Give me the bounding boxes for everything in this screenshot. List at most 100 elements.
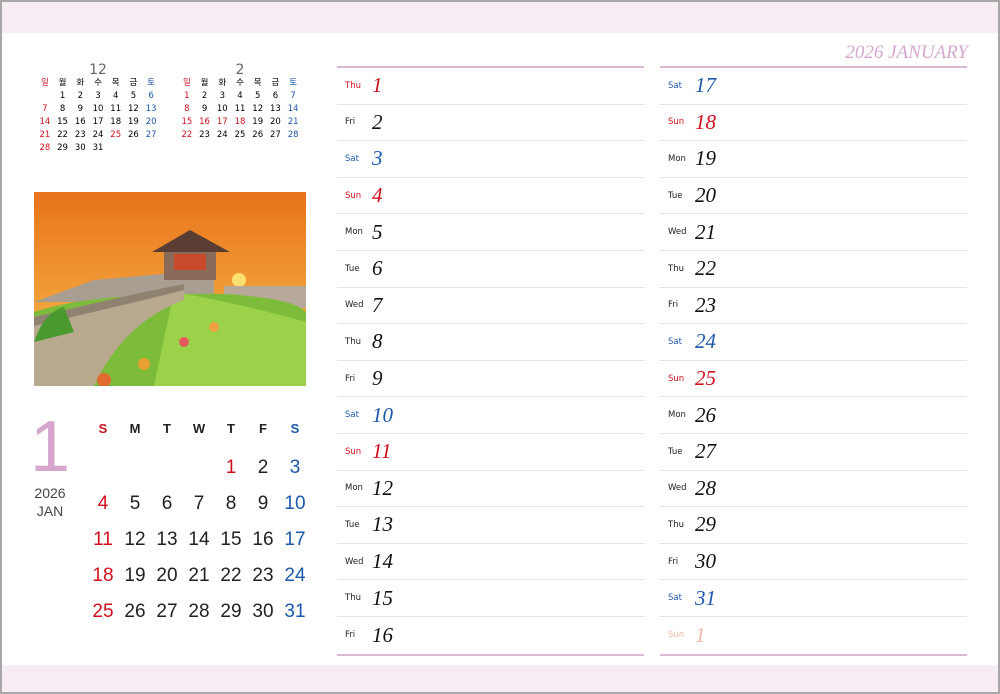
day-row: Sun 1: [660, 617, 967, 654]
calendar-day: 14: [287, 104, 299, 114]
day-number: 29: [695, 512, 716, 537]
year: 2026: [34, 485, 66, 501]
calendar-day: 5: [129, 493, 141, 514]
calendar-day: 28: [287, 130, 299, 140]
calendar-day: 6: [148, 91, 154, 101]
calendar-day: 5: [254, 91, 261, 101]
calendar-day: 13: [145, 104, 157, 114]
weekday-header: 목: [253, 78, 262, 88]
day-number: 24: [695, 329, 716, 354]
day-number: 14: [372, 549, 393, 574]
day-number: 26: [695, 402, 716, 427]
calendar-day: 2: [257, 457, 269, 478]
weekday-label: Fri: [345, 630, 356, 641]
day-row: Sat 17: [660, 68, 967, 105]
day-list-right: Sat 17 Sun 18 Mon 19 Tue 20 Wed 21 Thu 22 Fri 23 Sat 24…: [660, 66, 967, 656]
calendar-day: 13: [270, 104, 281, 114]
weekday-label: Tue: [668, 446, 683, 457]
day-number: 17: [695, 73, 716, 98]
mini-calendar-december: 12 일 월 화 수 목 금 토 1 2 3 4 5 6 7 8 9 10 11 12 13 14 15 16 17 18 19 2…: [36, 62, 160, 154]
calendar-day: 2: [201, 91, 208, 101]
weekday-label: Sat: [668, 80, 682, 91]
weekday-header: T: [163, 421, 171, 436]
day-row: Sat 24: [660, 324, 967, 361]
weekday-header: T: [227, 421, 235, 436]
day-row: Wed 21: [660, 214, 967, 251]
day-row: Wed 14: [337, 544, 644, 581]
mini-month-number: 2: [235, 62, 245, 78]
empty-cell: [119, 454, 151, 490]
day-row: Mon 19: [660, 141, 967, 178]
calendar-day: 8: [225, 493, 237, 514]
day-number: 6: [372, 256, 383, 281]
mini-month-number: 12: [89, 62, 107, 78]
weekday-header: 화: [76, 78, 85, 88]
weekday-header: 일: [182, 78, 191, 88]
weekday-header: 토: [289, 78, 298, 88]
calendar-day: 21: [188, 565, 210, 586]
day-number: 16: [372, 622, 393, 647]
weekday-label: Tue: [345, 519, 360, 530]
weekday-header: W: [192, 421, 206, 436]
weekday-label: Mon: [668, 153, 686, 164]
calendar-day: 3: [219, 91, 225, 101]
day-number: 27: [695, 439, 716, 464]
calendar-day: 27: [270, 130, 281, 140]
top-band: [2, 2, 998, 33]
day-row: Thu 29: [660, 507, 967, 544]
day-number: 9: [372, 366, 383, 391]
empty-cell: [87, 454, 119, 490]
day-number: 25: [695, 366, 716, 391]
day-number: 13: [372, 512, 393, 537]
calendar-day: 10: [216, 104, 228, 114]
calendar-day: 23: [74, 130, 86, 140]
calendar-day: 15: [181, 117, 193, 127]
calendar-day: 17: [284, 529, 306, 550]
weekday-label: Wed: [668, 483, 687, 494]
calendar-day: 16: [74, 117, 86, 127]
month-calendar-grid: S M T W T F S 1 2 3 4 5 6 7 8 9 10 11 12 13 14 15 16 17 18 19 20 21…: [87, 418, 311, 634]
day-number: 1: [695, 622, 706, 647]
calendar-day: 30: [252, 601, 274, 622]
day-row: Mon 26: [660, 397, 967, 434]
calendar-day: 10: [284, 493, 306, 514]
weekday-label: Mon: [345, 227, 363, 238]
day-number: 22: [695, 256, 716, 281]
weekday-header: S: [98, 421, 108, 436]
calendar-day: 17: [92, 117, 104, 127]
weekday-header: 월: [58, 78, 67, 88]
calendar-day: 26: [124, 601, 146, 622]
calendar-day: 26: [128, 130, 139, 140]
calendar-day: 11: [234, 104, 246, 114]
calendar-day: 30: [74, 143, 86, 153]
calendar-day: 1: [59, 91, 66, 101]
day-row: Tue 20: [660, 178, 967, 215]
calendar-day: 24: [92, 130, 104, 140]
weekday-label: Sun: [668, 117, 685, 128]
weekday-label: Mon: [345, 483, 363, 494]
day-number: 12: [372, 475, 393, 500]
day-row: Thu 8: [337, 324, 644, 361]
calendar-day: 12: [252, 104, 264, 114]
day-row: Wed 7: [337, 288, 644, 325]
calendar-day: 24: [284, 565, 306, 586]
calendar-day: 7: [290, 91, 296, 101]
empty-cell: [151, 454, 183, 490]
calendar-day: 27: [156, 601, 178, 622]
calendar-day: 10: [92, 104, 104, 114]
calendar-day: 12: [128, 104, 139, 114]
day-number: 11: [372, 439, 392, 464]
page-title: 2026 JANUARY: [845, 42, 968, 63]
day-list-left: Thu 1 Fri 2 Sat 3 Sun 4 Mon 5 Tue 6 Wed 7 Thu 8 Fri 9 Sat 1…: [337, 66, 644, 656]
weekday-header: 금: [129, 78, 138, 88]
month-year-label: 2026 JAN: [30, 484, 70, 520]
weekday-label: Wed: [668, 227, 687, 238]
day-number: 21: [695, 219, 716, 244]
day-number: 31: [695, 585, 716, 610]
day-row: Sat 3: [337, 141, 644, 178]
day-row: Fri 2: [337, 105, 644, 142]
calendar-day: 23: [199, 130, 210, 140]
calendar-day: 22: [181, 130, 193, 140]
calendar-day: 14: [39, 117, 51, 127]
